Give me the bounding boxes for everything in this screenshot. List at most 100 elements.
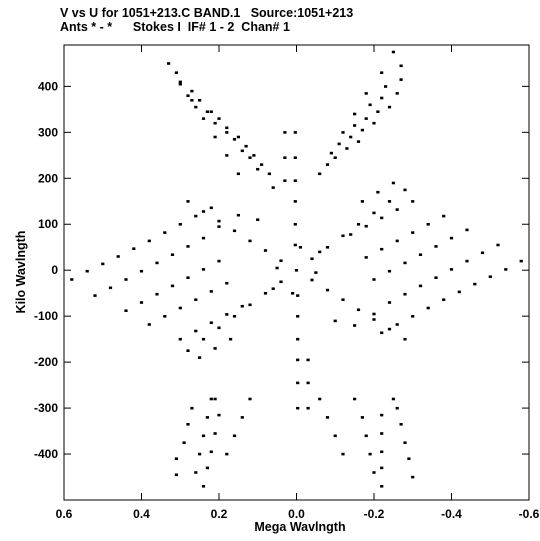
- uv-point: [391, 181, 395, 185]
- uv-point: [360, 128, 364, 132]
- uv-point: [325, 163, 330, 166]
- uv-point: [504, 268, 508, 271]
- uv-point: [480, 251, 485, 255]
- uv-point: [380, 71, 384, 74]
- uv-point: [194, 471, 198, 474]
- x-tick-label: 0.6: [56, 507, 73, 521]
- uv-point: [314, 271, 318, 274]
- y-tick-label: -400: [34, 447, 58, 461]
- uv-point: [178, 306, 182, 310]
- uv-point: [201, 434, 206, 438]
- uv-point: [434, 276, 438, 279]
- uv-point: [271, 287, 275, 290]
- uv-point: [116, 255, 120, 258]
- uv-point: [201, 117, 206, 120]
- uv-point: [263, 249, 268, 252]
- uv-point: [325, 246, 330, 249]
- uv-point: [170, 284, 175, 288]
- x-tick-label: 0.2: [211, 507, 228, 521]
- uv-point: [236, 213, 240, 217]
- uv-point: [411, 475, 415, 479]
- uv-point: [341, 298, 345, 301]
- uv-point: [178, 82, 182, 86]
- uv-point: [244, 144, 248, 148]
- uv-point: [310, 257, 314, 261]
- uv-point: [186, 94, 190, 97]
- uv-point: [132, 247, 136, 250]
- uv-point: [190, 99, 194, 102]
- x-tick-label: -0.2: [364, 507, 385, 521]
- uv-point: [337, 142, 341, 146]
- uv-point: [85, 269, 89, 273]
- uv-point: [380, 216, 384, 220]
- uv-point: [209, 450, 213, 454]
- uv-point: [395, 323, 399, 326]
- uv-point: [194, 214, 198, 218]
- uv-point: [108, 286, 113, 290]
- uv-point: [296, 315, 300, 318]
- uv-point: [174, 457, 178, 460]
- uv-point: [209, 206, 213, 210]
- uv-point: [248, 303, 252, 307]
- uv-point: [353, 124, 357, 127]
- uv-point: [293, 156, 297, 159]
- uv-point: [174, 71, 178, 74]
- uv-point: [306, 406, 310, 410]
- x-tick-label: 0.0: [288, 507, 305, 521]
- uv-point: [201, 210, 206, 213]
- uv-point: [232, 315, 237, 318]
- uv-point: [256, 218, 260, 221]
- uv-point: [186, 200, 190, 203]
- uv-point: [391, 50, 395, 54]
- x-axis-label: Mega Wavlngth: [254, 520, 345, 534]
- uv-point: [225, 281, 229, 285]
- uv-point: [329, 151, 333, 155]
- uv-point: [201, 485, 206, 488]
- uv-point: [213, 432, 217, 435]
- axis-ticks: [63, 45, 530, 500]
- uv-point: [198, 356, 202, 359]
- uv-point: [380, 485, 384, 488]
- uv-point: [225, 154, 229, 157]
- chart-subtitle: Ants * - * Stokes I IF# 1 - 2 Chan# 1: [60, 20, 290, 34]
- uv-point: [318, 250, 322, 254]
- uv-point: [364, 256, 368, 259]
- uv-point: [217, 413, 221, 417]
- uv-point: [325, 288, 330, 292]
- uv-point: [217, 219, 221, 223]
- uv-point: [229, 337, 233, 341]
- uv-point: [318, 172, 322, 176]
- uv-point: [449, 268, 454, 271]
- uv-point: [217, 259, 221, 263]
- uv-point: [225, 131, 229, 134]
- uv-point: [232, 434, 237, 438]
- uv-point: [341, 452, 345, 456]
- data-points: [70, 50, 523, 488]
- uv-point: [442, 298, 446, 301]
- uv-point: [293, 131, 297, 134]
- uv-point: [178, 80, 182, 84]
- uv-point: [178, 223, 182, 226]
- uv-point: [380, 331, 384, 335]
- uv-point: [364, 224, 368, 228]
- uv-point: [372, 312, 376, 316]
- uv-point: [473, 282, 477, 286]
- uv-point: [232, 229, 237, 233]
- uv-point: [209, 321, 213, 324]
- uv-point: [368, 103, 372, 107]
- plot-frame: [63, 44, 530, 501]
- y-tick-label: 300: [38, 125, 58, 139]
- uv-point: [186, 423, 190, 426]
- uv-point: [380, 413, 384, 417]
- uv-point: [380, 96, 384, 100]
- uv-point: [213, 121, 217, 125]
- y-tick-label: 400: [38, 79, 58, 93]
- uv-point: [124, 309, 128, 312]
- uv-point: [384, 85, 388, 88]
- y-tick-label: -300: [34, 401, 58, 415]
- uv-point: [376, 110, 380, 113]
- uv-point: [341, 131, 345, 134]
- uv-point: [333, 156, 337, 159]
- y-axis-label: Kilo Wavlngth: [14, 231, 28, 314]
- uv-point: [205, 466, 209, 470]
